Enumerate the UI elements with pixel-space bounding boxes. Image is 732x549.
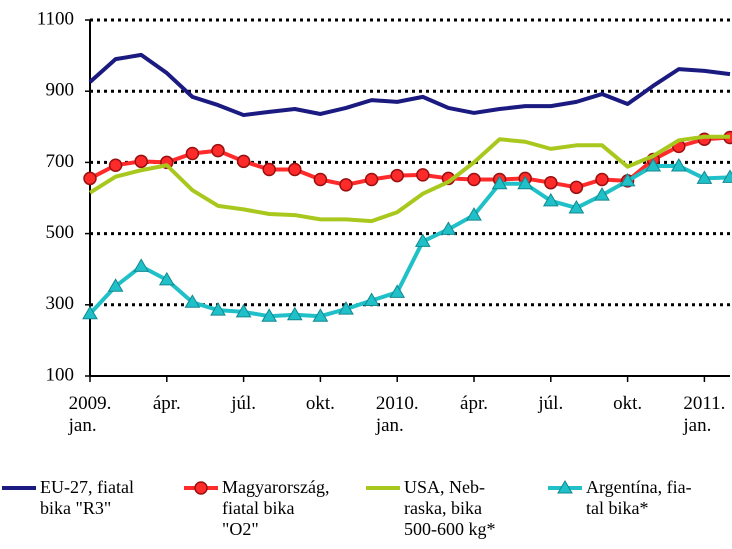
y-tick-label: 1100 bbox=[37, 8, 74, 29]
x-tick-label: júl. bbox=[538, 393, 564, 414]
marker bbox=[236, 154, 251, 169]
marker bbox=[158, 271, 175, 286]
series-line bbox=[88, 163, 731, 319]
series-line bbox=[88, 134, 730, 224]
marker bbox=[339, 178, 353, 192]
marker bbox=[210, 302, 226, 316]
legend-label: Magyarország, fiatal bika "O2" bbox=[222, 477, 330, 539]
marker bbox=[82, 305, 98, 320]
marker bbox=[414, 233, 431, 247]
marker bbox=[619, 172, 636, 187]
marker bbox=[594, 187, 610, 201]
y-tick-label: 100 bbox=[46, 364, 75, 385]
legend-label: USA, Neb- raska, bika 500-600 kg* bbox=[404, 477, 496, 539]
y-tick-label: 500 bbox=[46, 222, 75, 243]
marker bbox=[313, 172, 328, 187]
marker bbox=[288, 162, 302, 177]
marker bbox=[670, 157, 687, 172]
marker bbox=[286, 306, 303, 321]
marker bbox=[235, 303, 252, 318]
x-tick-label: júl. bbox=[231, 393, 256, 414]
x-tick-label: 2010. jan. bbox=[375, 393, 419, 436]
marker bbox=[440, 221, 457, 235]
legend-label: EU-27, fiatal bika "R3" bbox=[40, 477, 134, 518]
marker bbox=[312, 308, 329, 322]
y-tick-label: 700 bbox=[46, 151, 75, 172]
marker bbox=[389, 284, 406, 298]
marker bbox=[491, 175, 508, 190]
y-tick-label: 900 bbox=[46, 80, 75, 101]
marker bbox=[184, 294, 201, 308]
x-tick-label: okt. bbox=[613, 393, 643, 414]
marker bbox=[211, 143, 225, 158]
marker bbox=[363, 292, 380, 307]
marker bbox=[595, 172, 609, 187]
series-line bbox=[88, 52, 731, 118]
x-tick-label: ápr. bbox=[460, 393, 488, 414]
marker bbox=[569, 180, 584, 195]
legend-marker bbox=[194, 481, 208, 495]
marker bbox=[134, 154, 148, 169]
marker bbox=[83, 171, 97, 186]
marker bbox=[185, 146, 200, 161]
marker bbox=[645, 157, 662, 172]
x-tick-label: 2011. jan. bbox=[683, 393, 726, 436]
marker bbox=[696, 170, 713, 184]
legend-marker bbox=[557, 480, 573, 494]
marker bbox=[261, 308, 278, 322]
marker bbox=[542, 192, 559, 207]
marker bbox=[467, 172, 481, 187]
marker bbox=[517, 175, 534, 190]
x-tick-label: ápr. bbox=[152, 393, 181, 414]
marker bbox=[364, 172, 379, 187]
x-tick-label: 2009. jan. bbox=[68, 393, 112, 436]
marker bbox=[466, 207, 482, 221]
x-tick-label: okt. bbox=[305, 393, 335, 414]
marker bbox=[107, 278, 124, 292]
marker bbox=[262, 162, 276, 177]
marker bbox=[338, 301, 354, 315]
marker bbox=[722, 169, 732, 183]
y-tick-label: 300 bbox=[46, 293, 75, 314]
marker bbox=[544, 175, 558, 190]
marker bbox=[568, 199, 585, 214]
marker bbox=[133, 258, 150, 272]
marker bbox=[416, 168, 430, 182]
legend-label: Argentína, fia- tal bika* bbox=[586, 477, 692, 518]
marker bbox=[390, 168, 404, 183]
marker bbox=[108, 158, 123, 172]
